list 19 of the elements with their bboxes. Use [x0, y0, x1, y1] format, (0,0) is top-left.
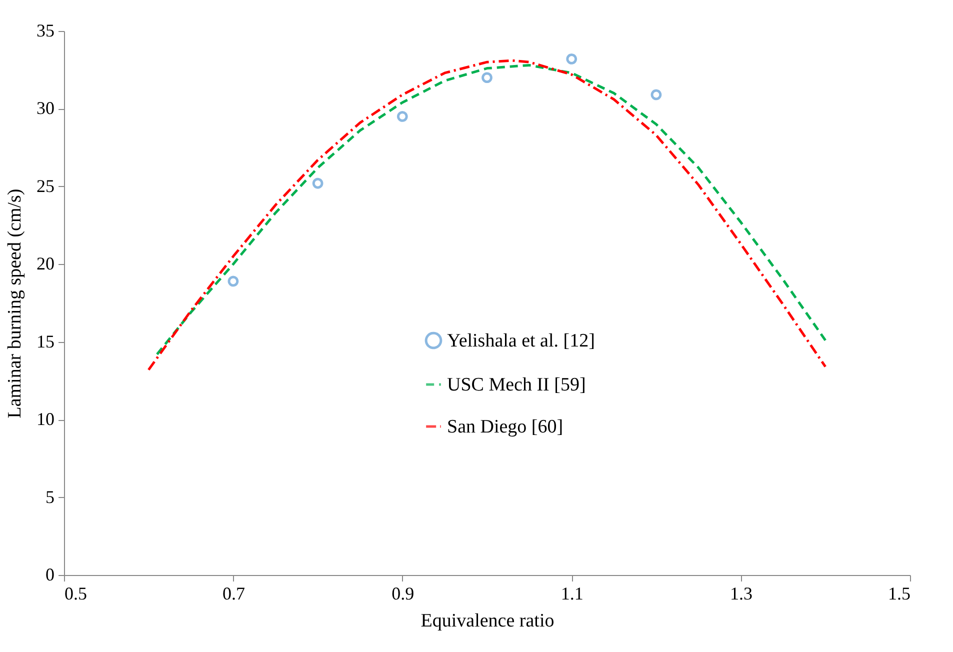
y-tick-label: 20 — [36, 254, 54, 274]
legend-label: USC Mech II [59] — [447, 374, 586, 396]
y-tick-label: 5 — [46, 486, 54, 507]
x-tick-label: 1.5 — [888, 584, 910, 604]
y-tick-label: 25 — [36, 176, 54, 196]
y-tick-label: 35 — [36, 20, 54, 40]
y-tick-label: 10 — [36, 409, 54, 430]
y-axis-title: Laminar burning speed (cm/s) — [4, 188, 26, 418]
legend-label: Yelishala et al. [12] — [447, 330, 595, 352]
x-axis-title: Equivalence ratio — [420, 610, 554, 632]
x-tick-label: 0.5 — [64, 584, 87, 604]
x-tick-label: 0.7 — [222, 584, 245, 604]
legend-label: San Diego [60] — [447, 416, 564, 438]
x-tick-label: 1.3 — [730, 584, 753, 604]
y-tick-label: 30 — [36, 98, 54, 118]
y-tick-label: 15 — [36, 331, 54, 352]
x-tick-label: 1.1 — [560, 584, 584, 604]
x-tick-label: 0.9 — [392, 584, 414, 604]
y-tick-label: 0 — [46, 564, 54, 584]
